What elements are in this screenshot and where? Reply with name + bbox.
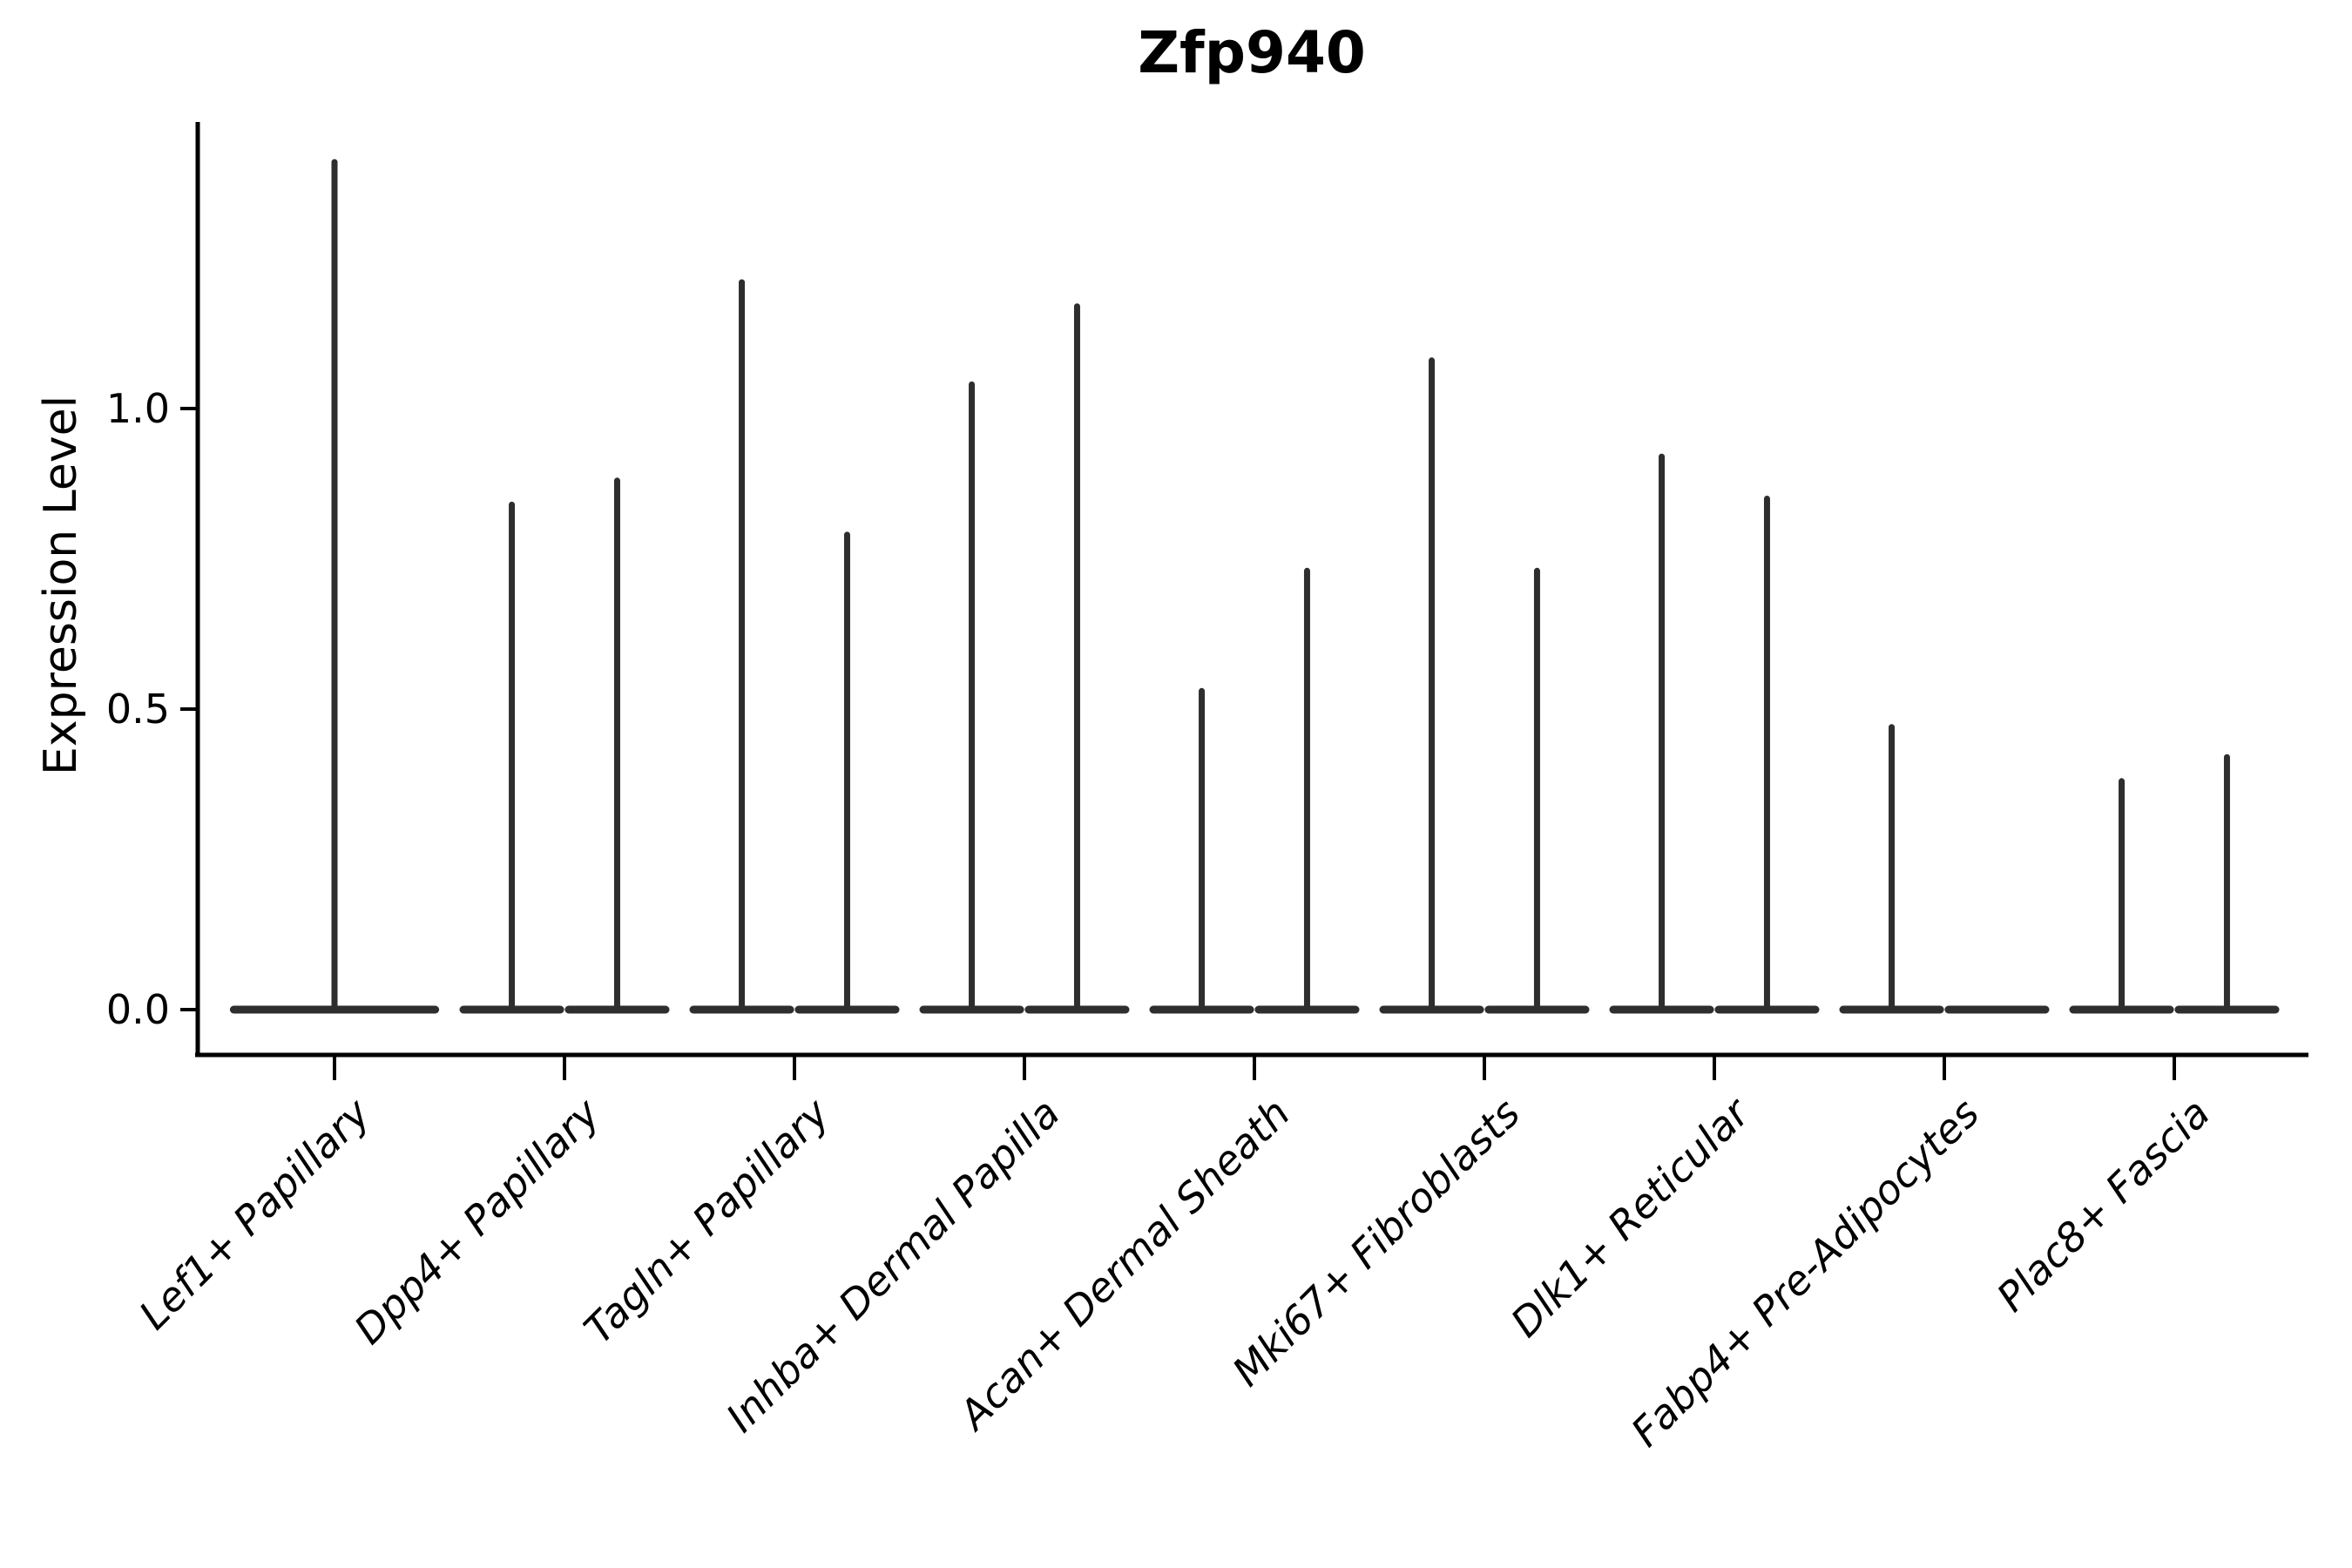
y-tick-label: 0.0 — [105, 986, 170, 1033]
plot-title: Zfp940 — [1138, 19, 1366, 86]
y-tick-label: 1.0 — [105, 385, 170, 432]
y-tick-label: 0.5 — [105, 686, 170, 733]
